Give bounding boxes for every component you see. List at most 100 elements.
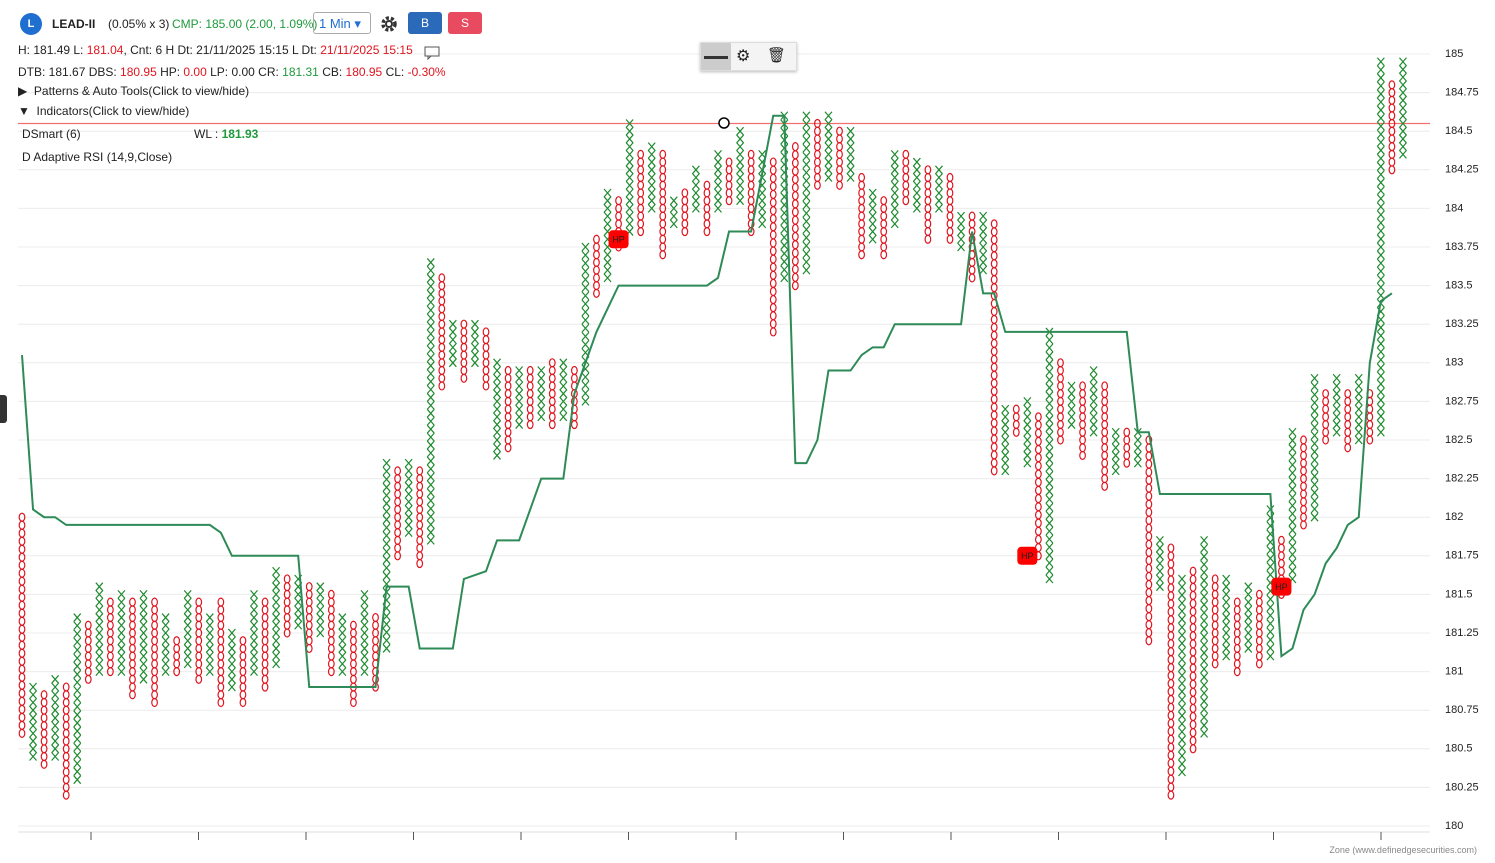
o-symbol bbox=[1211, 659, 1219, 669]
buy-button[interactable]: B bbox=[408, 12, 442, 34]
o-symbol bbox=[18, 720, 26, 730]
x-symbol bbox=[1178, 767, 1186, 777]
o-symbol bbox=[1211, 628, 1219, 638]
x-symbol bbox=[846, 149, 855, 159]
x-symbol bbox=[802, 176, 811, 186]
o-symbol bbox=[261, 651, 269, 661]
o-symbol bbox=[18, 728, 26, 738]
x-symbol bbox=[736, 149, 745, 159]
x-symbol bbox=[537, 381, 546, 391]
o-symbol bbox=[1145, 443, 1153, 453]
x-symbol bbox=[360, 651, 369, 661]
x-symbol bbox=[29, 752, 37, 761]
o-symbol bbox=[1167, 631, 1175, 641]
patterns-toggle[interactable]: ▶ Patterns & Auto Tools(Click to view/hi… bbox=[18, 84, 250, 98]
x-symbol bbox=[647, 142, 656, 152]
x-symbol bbox=[471, 319, 479, 329]
x-symbol bbox=[868, 196, 877, 206]
side-tab[interactable] bbox=[0, 395, 7, 423]
x-symbol bbox=[426, 281, 435, 291]
x-symbol bbox=[581, 299, 590, 309]
o-symbol bbox=[1145, 531, 1153, 541]
o-symbol bbox=[615, 196, 622, 206]
settings-icon[interactable] bbox=[380, 15, 398, 33]
x-symbol bbox=[382, 627, 391, 637]
o-symbol bbox=[1388, 157, 1396, 167]
o-symbol bbox=[18, 704, 26, 714]
x-symbol bbox=[581, 397, 590, 406]
o-column bbox=[747, 149, 755, 237]
o-symbol bbox=[791, 158, 799, 168]
o-symbol bbox=[526, 389, 534, 399]
o-symbol bbox=[1079, 404, 1086, 414]
x-symbol bbox=[625, 157, 634, 167]
x-column bbox=[183, 590, 192, 669]
x-symbol bbox=[382, 644, 391, 653]
x-symbol bbox=[691, 196, 700, 206]
o-symbol bbox=[990, 418, 998, 428]
o-column bbox=[106, 597, 114, 677]
x-symbol bbox=[471, 342, 479, 352]
interval-select[interactable]: 1 Min ▾ bbox=[313, 12, 371, 34]
o-symbol bbox=[40, 721, 48, 731]
x-symbol bbox=[51, 698, 60, 707]
o-symbol bbox=[195, 651, 203, 661]
o-symbol bbox=[990, 354, 998, 364]
o-symbol bbox=[769, 222, 777, 232]
x-symbol bbox=[625, 219, 634, 229]
y-tick-label: 180.75 bbox=[1445, 704, 1479, 716]
footer: Zone (www.definedgesecurities.com) bbox=[1329, 845, 1477, 855]
x-symbol bbox=[1001, 412, 1010, 422]
o-symbol bbox=[747, 188, 755, 198]
x-symbol bbox=[780, 257, 789, 267]
o-symbol bbox=[504, 404, 512, 414]
x-symbol bbox=[1023, 397, 1032, 406]
x-symbol bbox=[802, 119, 811, 129]
x-symbol bbox=[1332, 389, 1341, 399]
x-symbol bbox=[272, 644, 281, 653]
x-symbol bbox=[227, 636, 236, 646]
indicators-toggle[interactable]: ▼ Indicators(Click to view/hide) bbox=[18, 104, 190, 118]
x-symbol bbox=[1376, 218, 1385, 228]
x-symbol bbox=[1178, 759, 1186, 769]
x-symbol bbox=[802, 111, 811, 121]
o-symbol bbox=[482, 373, 490, 383]
x-symbol bbox=[426, 448, 435, 458]
x-symbol bbox=[493, 381, 501, 391]
o-symbol bbox=[1344, 435, 1352, 445]
x-symbol bbox=[1332, 420, 1341, 429]
x-symbol bbox=[1376, 347, 1385, 357]
x-symbol bbox=[979, 227, 988, 236]
x-symbol bbox=[824, 142, 833, 152]
o-symbol bbox=[438, 335, 446, 345]
symbol[interactable]: LEAD-II bbox=[52, 17, 96, 31]
tool-overlay[interactable]: ⚙ 🗑 bbox=[700, 42, 797, 71]
o-symbol bbox=[1167, 694, 1175, 705]
o-symbol bbox=[394, 535, 402, 545]
o-symbol bbox=[438, 296, 446, 306]
o-symbol bbox=[747, 149, 755, 159]
o-symbol bbox=[1079, 435, 1086, 445]
x-symbol bbox=[1222, 651, 1231, 661]
o-symbol bbox=[703, 188, 711, 198]
x-symbol bbox=[935, 173, 943, 182]
o-symbol bbox=[548, 389, 556, 399]
o-symbol bbox=[18, 640, 26, 650]
x-symbol bbox=[1067, 397, 1076, 406]
x-symbol bbox=[1200, 656, 1209, 666]
o-symbol bbox=[350, 643, 357, 654]
o-symbol bbox=[990, 394, 998, 404]
comment-icon[interactable] bbox=[424, 46, 440, 60]
x-symbol bbox=[250, 651, 258, 661]
o-symbol bbox=[990, 434, 998, 444]
x-symbol bbox=[1376, 242, 1385, 252]
o-symbol bbox=[769, 189, 777, 200]
x-symbol bbox=[581, 275, 590, 284]
o-symbol bbox=[416, 481, 424, 491]
x-symbol bbox=[1045, 343, 1054, 353]
o-column bbox=[394, 466, 402, 561]
o-symbol bbox=[747, 219, 755, 229]
sell-button[interactable]: S bbox=[448, 12, 482, 34]
o-symbol bbox=[350, 620, 357, 630]
x-column bbox=[117, 590, 126, 676]
